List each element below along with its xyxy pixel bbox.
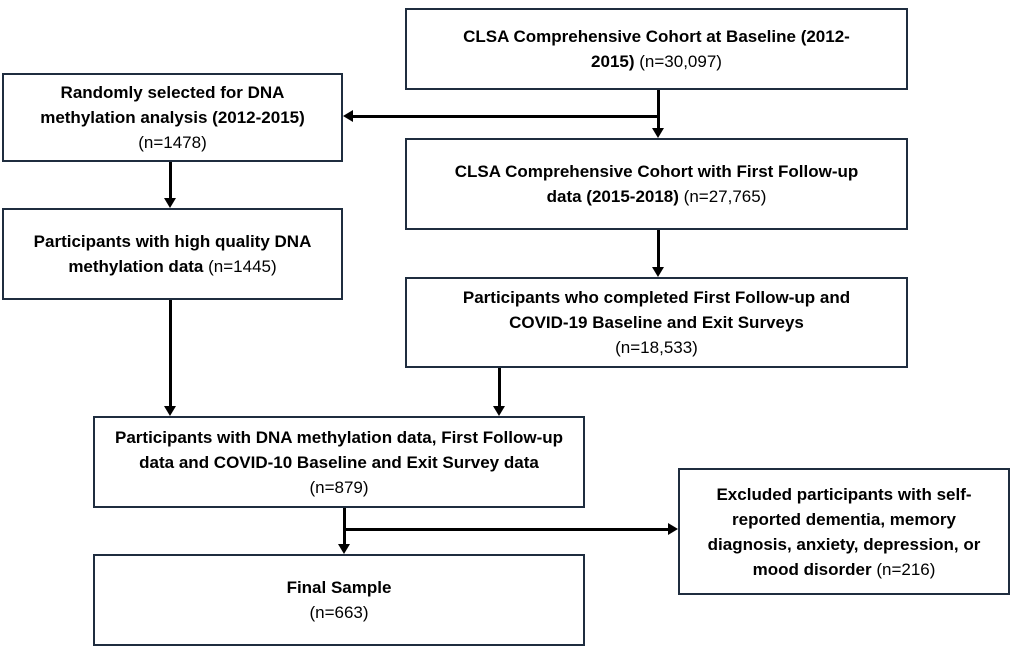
box-dna-selected-text: Randomly selected for DNA methylation an… <box>26 80 319 155</box>
box-excluded-participants-text: Excluded participants with self-reported… <box>694 482 994 582</box>
arrow-covid-surveys-to-combined-line <box>497 368 501 407</box>
box-combined-data-title: Participants with DNA methylation data, … <box>115 427 564 472</box>
box-high-quality-dna-count: (n=1445) <box>208 257 277 276</box>
box-final-sample-title: Final Sample <box>286 578 392 597</box>
box-covid-surveys: Participants who completed First Follow-… <box>405 277 908 368</box>
arrow-followup-to-covid-surveys-head <box>651 267 664 277</box>
box-high-quality-dna: Participants with high quality DNA methy… <box>2 208 343 300</box>
arrow-high-quality-to-combined-head <box>163 406 176 416</box>
arrow-dna-selected-to-high-quality-head <box>164 198 176 208</box>
box-dna-selected: Randomly selected for DNA methylation an… <box>2 73 343 162</box>
arrow-high-quality-to-combined-line <box>168 300 172 407</box>
box-first-followup-cohort: CLSA Comprehensive Cohort with First Fol… <box>405 138 908 230</box>
arrow-followup-to-covid-surveys-line <box>656 230 660 268</box>
box-covid-surveys-text: Participants who completed First Follow-… <box>441 285 872 360</box>
box-first-followup-cohort-text: CLSA Comprehensive Cohort with First Fol… <box>443 159 870 209</box>
arrow-combined-to-final-head <box>337 544 350 554</box>
arrow-combined-to-excluded-head <box>668 522 678 535</box>
box-high-quality-dna-title: Participants with high quality DNA methy… <box>33 232 312 276</box>
box-excluded-participants-title: Excluded participants with self-reported… <box>707 484 981 579</box>
arrow-baseline-to-followup-head <box>651 128 664 138</box>
box-baseline-cohort-text: CLSA Comprehensive Cohort at Baseline (2… <box>443 24 870 74</box>
box-final-sample-text: Final Sample (n=663) <box>115 575 563 625</box>
box-baseline-cohort-title: CLSA Comprehensive Cohort at Baseline (2… <box>463 27 850 71</box>
box-combined-data-text: Participants with DNA methylation data, … <box>115 425 563 500</box>
box-first-followup-cohort-count: (n=27,765) <box>683 187 767 206</box>
arrow-combined-to-excluded-line <box>344 527 669 531</box>
arrow-baseline-to-dna-selected-line <box>352 114 659 118</box>
arrow-dna-selected-to-high-quality-line <box>169 162 172 199</box>
box-dna-selected-count: (n=1478) <box>138 133 207 152</box>
arrow-baseline-to-dna-selected-head <box>343 109 353 122</box>
box-baseline-cohort: CLSA Comprehensive Cohort at Baseline (2… <box>405 8 908 90</box>
box-combined-data-count: (n=879) <box>309 477 369 497</box>
box-dna-selected-title: Randomly selected for DNA methylation an… <box>40 83 305 127</box>
arrow-covid-surveys-to-combined-head <box>492 406 505 416</box>
box-excluded-participants-count: (n=216) <box>876 559 936 579</box>
box-baseline-cohort-count: (n=30,097) <box>639 52 722 71</box>
box-combined-data: Participants with DNA methylation data, … <box>93 416 585 508</box>
box-first-followup-cohort-title: CLSA Comprehensive Cohort with First Fol… <box>454 162 859 206</box>
box-covid-surveys-count: (n=18,533) <box>615 338 698 357</box>
box-final-sample: Final Sample (n=663) <box>93 554 585 646</box>
box-covid-surveys-title: Participants who completed First Follow-… <box>462 288 851 332</box>
arrow-combined-to-final-line <box>342 508 346 545</box>
box-excluded-participants: Excluded participants with self-reported… <box>678 468 1010 595</box>
box-final-sample-count: (n=663) <box>309 603 369 622</box>
arrow-baseline-to-followup-line <box>656 90 660 130</box>
box-high-quality-dna-text: Participants with high quality DNA methy… <box>26 229 319 279</box>
